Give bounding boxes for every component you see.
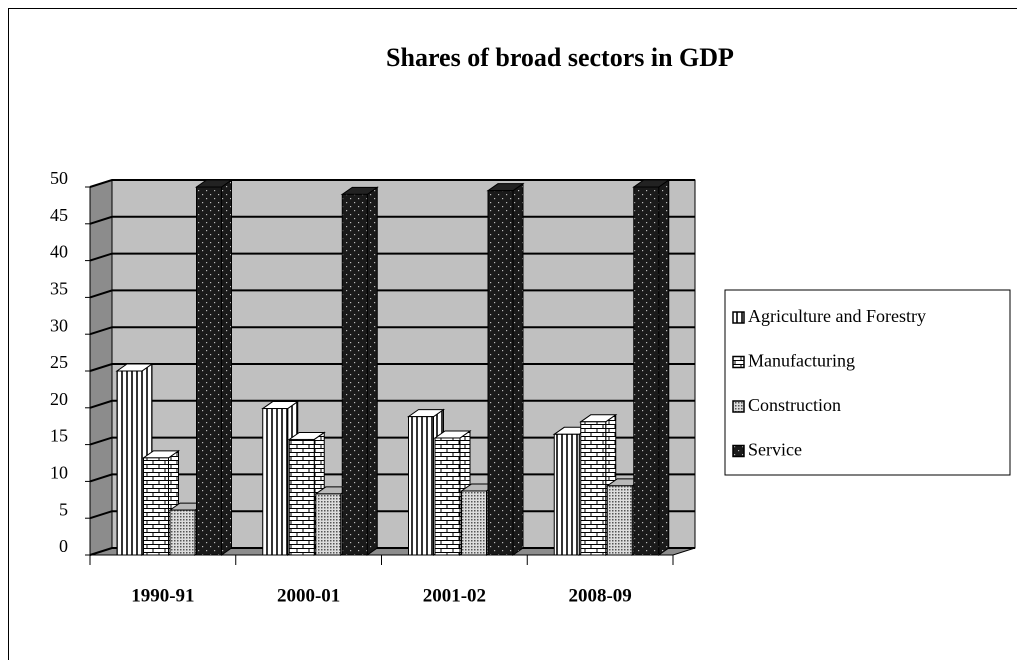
legend-label: Agriculture and Forestry xyxy=(748,306,926,326)
y-tick-label: 35 xyxy=(50,279,68,299)
legend-swatch xyxy=(732,311,745,324)
bar xyxy=(461,490,487,556)
legend-label: Service xyxy=(748,440,802,460)
bar xyxy=(262,408,289,556)
y-tick-label: 10 xyxy=(50,463,68,483)
x-tick-label: 2000-01 xyxy=(277,585,340,606)
grid-line xyxy=(89,179,695,188)
y-tick-label: 50 xyxy=(50,168,68,188)
bar xyxy=(143,457,169,556)
legend-swatch xyxy=(732,444,745,458)
legend-swatch xyxy=(732,355,745,369)
bar xyxy=(580,421,607,556)
bar xyxy=(288,438,315,556)
frame xyxy=(8,8,1017,660)
bar xyxy=(196,186,222,556)
chart-title: Shares of broad sectors in GDP xyxy=(386,43,734,72)
bar-side xyxy=(366,186,378,556)
bar xyxy=(169,509,196,556)
bar-side xyxy=(512,182,524,556)
bar-side xyxy=(658,179,670,556)
bar xyxy=(434,437,461,556)
x-tick-label: 2008-09 xyxy=(568,585,631,606)
legend-label: Manufacturing xyxy=(748,351,855,371)
y-tick-label: 40 xyxy=(50,242,68,262)
bar xyxy=(315,493,342,556)
bar xyxy=(487,190,514,556)
legend xyxy=(724,289,1011,476)
bar xyxy=(116,370,143,556)
bar xyxy=(553,433,580,556)
y-tick-label: 15 xyxy=(50,426,68,446)
bar xyxy=(408,416,434,556)
x-tick-label: 2001-02 xyxy=(423,585,486,606)
y-tick-label: 30 xyxy=(50,315,68,335)
legend-swatch xyxy=(732,400,745,413)
x-tick-label: 1990-91 xyxy=(131,585,194,606)
bar xyxy=(341,193,368,556)
bar xyxy=(606,485,633,556)
y-tick-label: 0 xyxy=(59,536,68,556)
bar xyxy=(633,186,660,556)
legend-label: Construction xyxy=(748,395,841,415)
y-tick-label: 20 xyxy=(50,389,68,409)
y-tick-label: 5 xyxy=(59,499,68,519)
y-tick-label: 25 xyxy=(50,352,68,372)
y-tick-label: 45 xyxy=(50,205,68,225)
bar-side xyxy=(221,179,232,556)
